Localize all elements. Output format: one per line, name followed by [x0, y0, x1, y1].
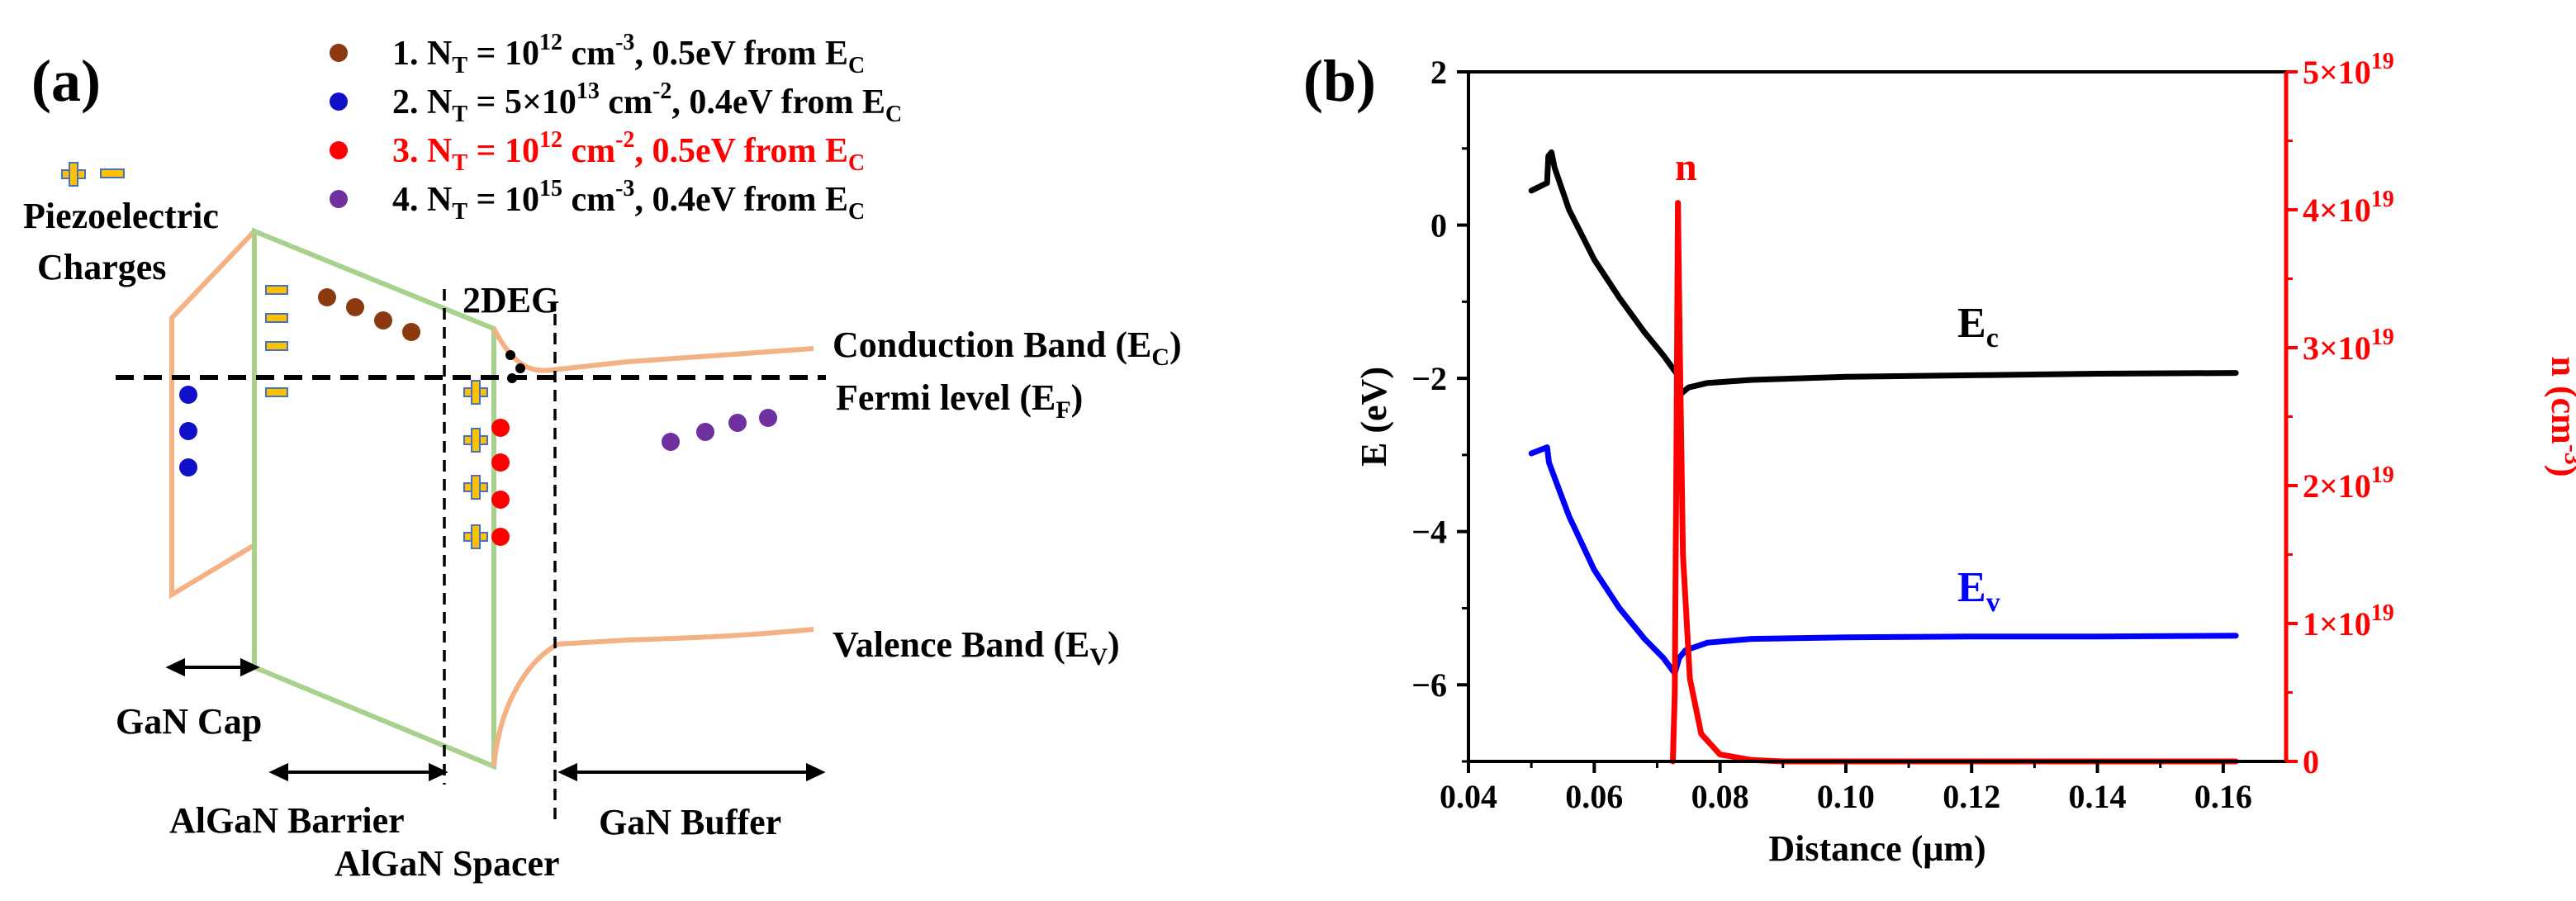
y2-tick-label: 3×1019 [2303, 325, 2394, 367]
trap-3-dot [491, 419, 510, 437]
trap-1-dot [374, 311, 392, 330]
plus-charge-icon [463, 475, 488, 500]
electron-dot [507, 373, 517, 383]
algan-spacer-label: AlGaN Spacer [334, 843, 560, 884]
algan-barrier-label: AlGaN Barrier [169, 800, 405, 841]
x-tick-label: 0.16 [2194, 778, 2252, 815]
valence-band-label: Valence Band (EV) [833, 624, 1120, 671]
y2-tick-label: 4×1019 [2303, 187, 2394, 229]
minus-charge-icon [265, 341, 288, 351]
x-tick-label: 0.04 [1440, 778, 1497, 815]
y2-tick-label: 5×1019 [2303, 49, 2394, 91]
series-ev [1528, 444, 2239, 676]
gan-cap-label: GaN Cap [116, 701, 262, 742]
trap-1-dot [318, 288, 336, 306]
minus-charge-icon [100, 168, 125, 178]
panel-a-label: (a) [31, 48, 101, 114]
panel-a: (a) 1. NT = 1012 cm-3, 0.5eV from EC2. N… [23, 30, 1182, 884]
trap-1-dot [346, 298, 364, 316]
legend-entry-2: 2. NT = 5×1013 cm-2, 0.4eV from EC [392, 78, 902, 127]
y-tick-label: 0 [1430, 207, 1447, 244]
fermi-level-label: Fermi level (EF) [836, 377, 1083, 424]
trap-4-dot [662, 433, 680, 451]
trap-3-dot [491, 491, 510, 509]
positive-charges [463, 380, 488, 549]
twodeg-label: 2DEG [463, 280, 559, 320]
plus-charge-icon [463, 380, 488, 405]
trap-1-dot [402, 323, 420, 341]
legend-marker-3 [330, 141, 348, 159]
x-tick-label: 0.14 [2069, 778, 2127, 815]
trap-3-dot [491, 528, 510, 546]
series-ec [1528, 149, 2239, 397]
y2-tick-label: 1×1019 [2303, 600, 2394, 643]
legend-marker-2 [330, 92, 348, 111]
series-n [1670, 200, 2239, 765]
curve-label-ev: Ev [1957, 564, 2000, 618]
trap-2-dot [179, 458, 197, 477]
y-tick-label: −2 [1411, 360, 1447, 397]
band-chart: 0.04 0.06 0.08 0.10 0.12 0.14 0.16 2 0 −2 −4 −6 0 1×1… [1354, 49, 2576, 869]
trap-2-dot [179, 422, 197, 440]
piezo-charge-symbols [61, 162, 125, 187]
x-axis-title: Distance (μm) [1768, 828, 1985, 869]
plus-charge-icon [61, 162, 86, 187]
curve-label-n: n [1675, 145, 1697, 189]
electron-dot [515, 363, 525, 373]
piezo-label-line1: Piezoelectric [23, 196, 219, 236]
trap-3-dot [491, 453, 510, 472]
band-diagram [116, 227, 826, 826]
legend-entry-3: 3. NT = 1012 cm-2, 0.5eV from EC [392, 127, 865, 176]
curve-label-ec: Ec [1957, 300, 1999, 353]
legend-marker-1 [330, 44, 348, 62]
trap-legend: 1. NT = 1012 cm-3, 0.5eV from EC2. NT = … [330, 30, 902, 225]
y-tick-label: −4 [1411, 514, 1447, 551]
panel-b-label: (b) [1303, 48, 1376, 114]
conduction-band-label: Conduction Band (EC) [833, 325, 1182, 371]
legend-marker-4 [330, 190, 348, 208]
plus-charge-icon [463, 428, 488, 453]
x-tick-label: 0.08 [1691, 778, 1749, 815]
trap-2-dot [179, 386, 197, 404]
x-tick-label: 0.06 [1565, 778, 1623, 815]
piezo-label-line2: Charges [37, 247, 166, 287]
electron-dot [505, 350, 515, 360]
negative-charges [265, 285, 288, 397]
y-axis-title: E (eV) [1354, 367, 1394, 467]
gan-cap-band [169, 229, 257, 600]
minus-charge-icon [265, 313, 288, 323]
trap-4-dot [696, 423, 714, 441]
x-tick-label: 0.12 [1943, 778, 2000, 815]
legend-entry-1: 1. NT = 1012 cm-3, 0.5eV from EC [392, 30, 865, 78]
x-tick-label: 0.10 [1817, 778, 1875, 815]
trap-4-dot [759, 409, 777, 427]
conduction-band-curve [491, 327, 814, 373]
trap-4-dot [728, 414, 747, 432]
minus-charge-icon [265, 285, 288, 295]
y2-tick-label: 0 [2303, 743, 2319, 780]
plus-charge-icon [463, 524, 488, 549]
algan-barrier-band [252, 227, 496, 771]
y-tick-label: 2 [1430, 54, 1447, 91]
region-arrows [165, 657, 826, 782]
legend-entry-4: 4. NT = 1015 cm-3, 0.4eV from EC [392, 176, 865, 225]
y2-axis-title: n (cm-3) [2544, 357, 2576, 477]
minus-charge-icon [265, 387, 288, 397]
trap-dots [179, 288, 777, 546]
panel-b: (b) 0.04 0.06 0.08 0.10 0.12 0.14 0.16 2 0 −2 −4 −6… [1303, 48, 2576, 869]
valence-band-curve [491, 627, 814, 767]
y-tick-label: −6 [1411, 666, 1447, 704]
y2-tick-label: 2×1019 [2303, 462, 2394, 505]
gan-buffer-label: GaN Buffer [599, 802, 781, 842]
